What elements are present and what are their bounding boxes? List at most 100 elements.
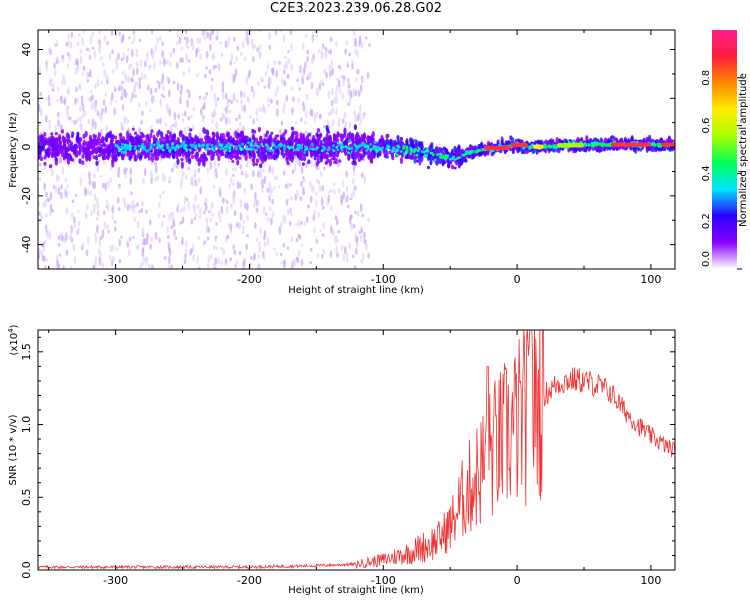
band-highlight	[347, 151, 351, 155]
noise-speck	[220, 260, 223, 266]
noise-speck	[39, 107, 42, 115]
noise-speck	[270, 98, 273, 104]
noise-speck	[287, 50, 290, 54]
noise-speck	[360, 226, 364, 234]
noise-speck	[203, 210, 206, 215]
band-highlight	[331, 148, 335, 152]
noise-speck	[228, 158, 231, 163]
noise-speck	[120, 95, 123, 101]
noise-speck	[208, 158, 211, 163]
noise-speck	[206, 31, 209, 39]
noise-speck	[261, 106, 264, 113]
noise-speck	[355, 248, 358, 255]
noise-speck	[336, 252, 339, 258]
band-highlight	[181, 140, 185, 144]
band-highlight	[161, 144, 165, 147]
noise-speck	[212, 263, 216, 269]
noise-speck	[222, 248, 226, 256]
noise-speck	[316, 87, 319, 94]
noise-speck	[267, 96, 270, 104]
noise-speck	[229, 257, 233, 262]
noise-speck	[346, 61, 349, 65]
band-cell	[204, 157, 208, 162]
noise-speck	[282, 34, 286, 43]
noise-speck	[338, 82, 341, 88]
noise-speck	[181, 236, 184, 246]
band-cell	[82, 133, 86, 139]
noise-speck	[101, 262, 105, 268]
band-highlight	[205, 144, 209, 147]
noise-speck	[56, 99, 59, 103]
band-highlight	[429, 151, 433, 155]
band-highlight	[321, 145, 325, 149]
noise-speck	[149, 87, 153, 95]
noise-speck	[263, 175, 267, 185]
noise-speck	[158, 237, 161, 243]
noise-speck	[161, 50, 164, 59]
band-cell	[156, 131, 160, 138]
noise-speck	[353, 30, 356, 36]
band-cell	[244, 153, 248, 162]
noise-speck	[290, 85, 293, 92]
band-cell	[531, 149, 536, 155]
noise-speck	[331, 87, 334, 96]
band-cell	[418, 141, 422, 149]
band-cell	[221, 152, 225, 156]
noise-speck	[140, 207, 144, 213]
noise-speck	[53, 69, 57, 76]
noise-speck	[151, 264, 154, 269]
noise-speck	[105, 125, 108, 133]
noise-speck	[366, 71, 370, 79]
band-cell	[44, 154, 48, 158]
band-highlight	[210, 143, 214, 147]
noise-speck	[276, 85, 279, 93]
noise-speck	[152, 95, 156, 103]
noise-speck	[138, 81, 142, 90]
noise-speck	[93, 193, 97, 201]
band-cell	[293, 150, 297, 156]
noise-speck	[266, 62, 270, 70]
noise-speck	[126, 118, 130, 124]
band-cell	[113, 149, 117, 155]
noise-speck	[343, 111, 347, 119]
y-tick-label: -40	[20, 236, 33, 254]
noise-speck	[268, 205, 272, 211]
band-cell	[279, 134, 283, 142]
noise-speck	[180, 46, 184, 51]
noise-speck	[227, 223, 231, 229]
noise-speck	[150, 30, 154, 35]
band-cell	[136, 138, 140, 144]
band-cell	[118, 133, 122, 137]
noise-speck	[73, 216, 76, 224]
band-cell	[399, 136, 403, 141]
band-highlight	[395, 153, 399, 157]
noise-speck	[122, 70, 125, 76]
band-cell	[455, 162, 459, 166]
noise-speck	[102, 62, 105, 68]
noise-speck	[238, 250, 242, 256]
noise-speck	[72, 243, 76, 252]
noise-speck	[212, 65, 216, 71]
noise-speck	[307, 204, 310, 209]
noise-speck	[255, 207, 259, 213]
noise-speck	[220, 52, 224, 57]
noise-speck	[335, 108, 338, 116]
noise-speck	[198, 177, 201, 183]
band-highlight	[425, 149, 429, 153]
noise-speck	[117, 86, 121, 91]
noise-speck	[151, 50, 155, 60]
noise-speck	[103, 221, 107, 230]
band-cell	[126, 130, 130, 138]
noise-speck	[57, 111, 60, 118]
noise-speck	[263, 85, 267, 89]
band-cell	[334, 158, 338, 165]
band-cell	[82, 147, 86, 155]
noise-speck	[89, 35, 93, 45]
band-cell	[386, 133, 390, 138]
noise-speck	[40, 213, 43, 221]
noise-speck	[243, 104, 246, 113]
noise-speck	[105, 199, 109, 205]
noise-speck	[186, 89, 189, 93]
noise-speck	[101, 229, 105, 239]
